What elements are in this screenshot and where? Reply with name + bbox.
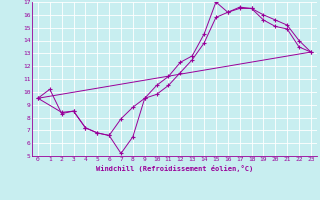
X-axis label: Windchill (Refroidissement éolien,°C): Windchill (Refroidissement éolien,°C): [96, 165, 253, 172]
